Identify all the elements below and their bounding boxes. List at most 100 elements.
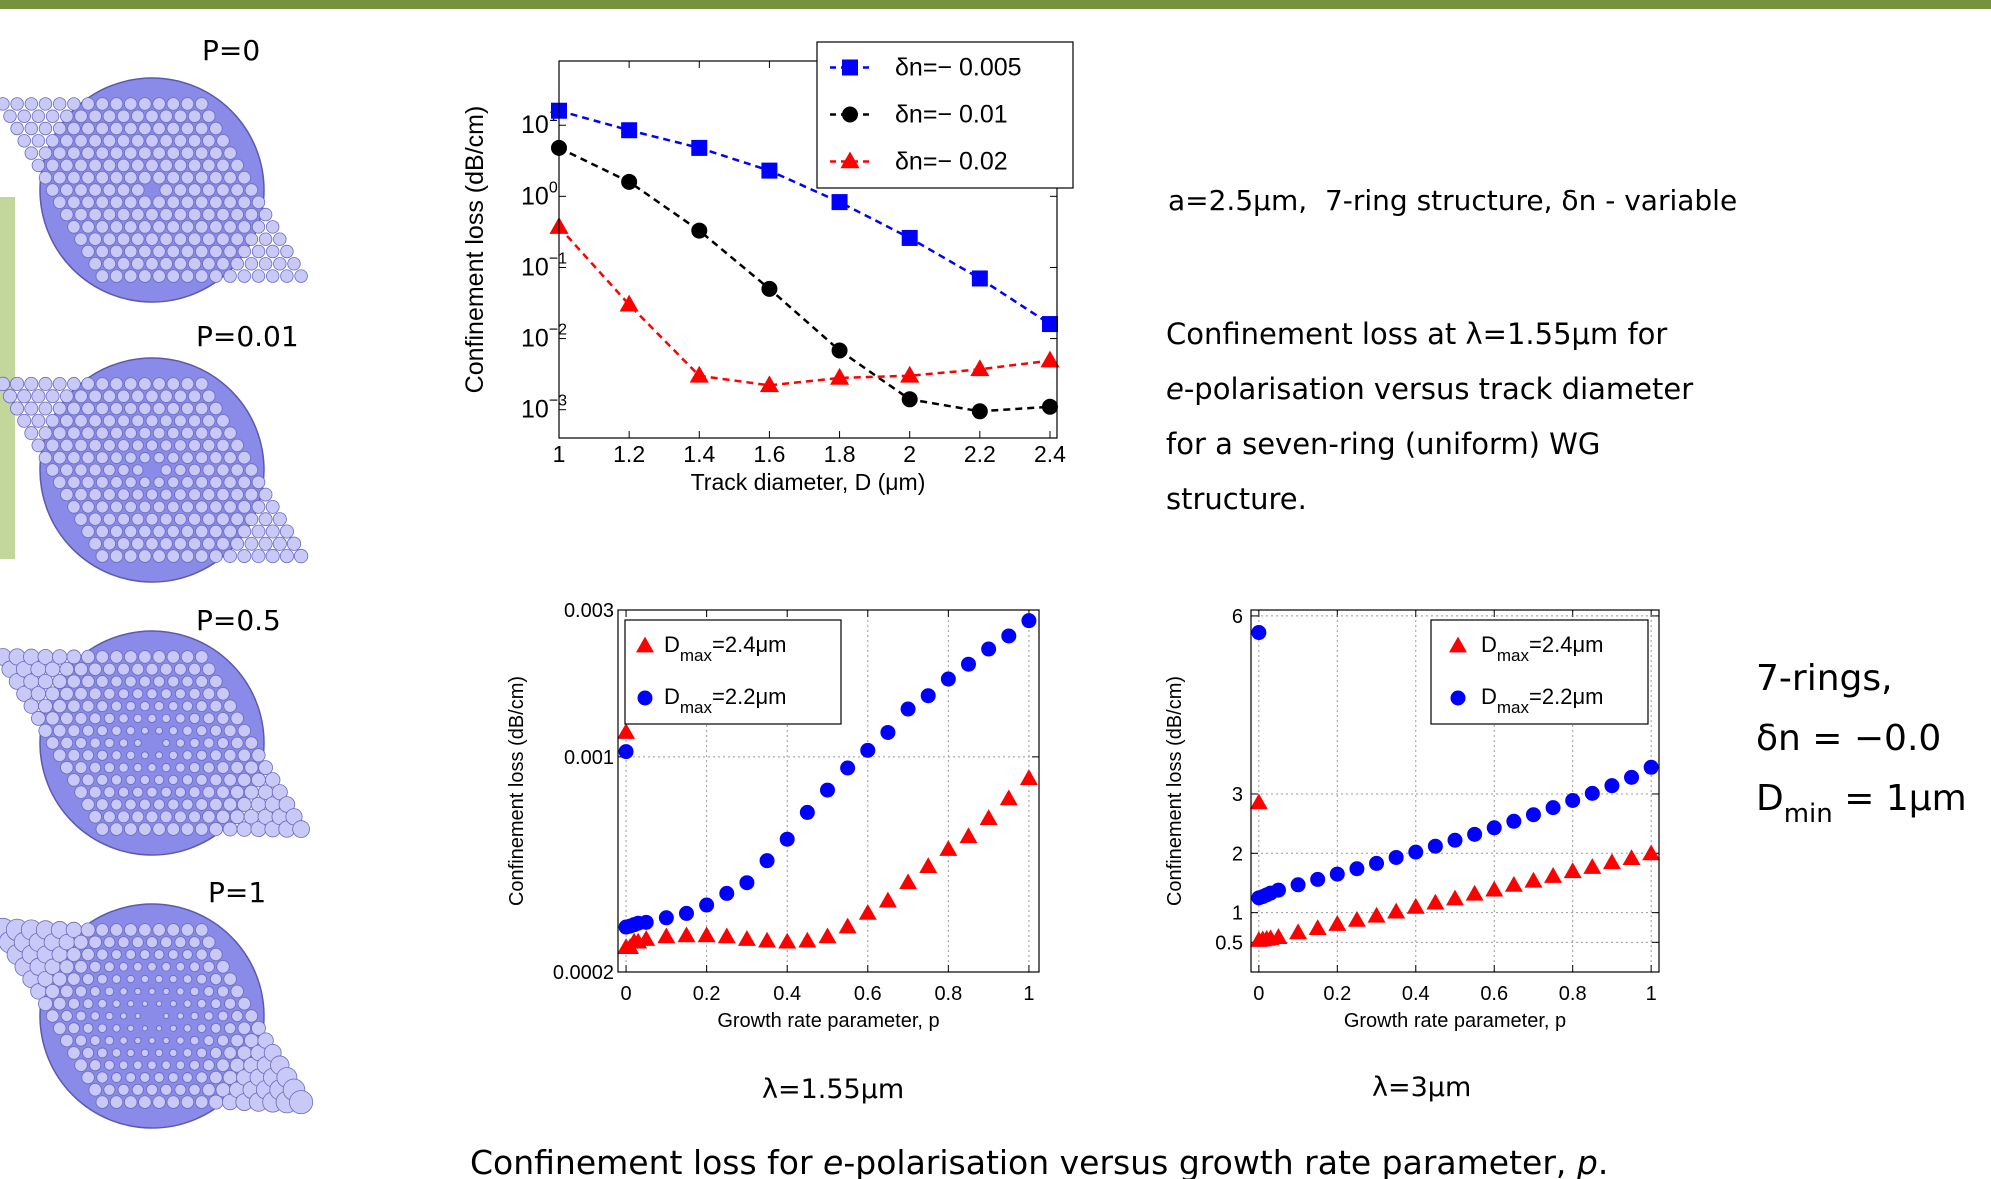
legend-marker — [842, 106, 858, 123]
data-point — [1642, 844, 1661, 861]
fiber-hole — [194, 1095, 209, 1109]
fiber-hole — [66, 649, 82, 665]
fiber-hole — [230, 463, 244, 477]
caption-part: e — [823, 1143, 843, 1179]
y-tick-label: 0.001 — [564, 747, 614, 769]
fiber-hole — [166, 269, 181, 283]
fiber-hole — [31, 711, 46, 726]
fiber-hole — [110, 798, 123, 811]
fiber-hole — [168, 774, 179, 785]
fiber-hole — [109, 269, 124, 283]
fiber-hole — [166, 549, 181, 563]
fiber-hole — [81, 451, 95, 465]
fiber-hole — [181, 500, 194, 514]
fiber-hole — [95, 220, 110, 234]
fiber-hole — [202, 389, 216, 403]
fiber-hole — [89, 986, 101, 997]
fiber-hole — [81, 1070, 95, 1085]
fiber-hole — [52, 426, 67, 440]
fiber-hole — [152, 146, 166, 160]
fiber-hole — [145, 512, 159, 526]
fiber-hole — [244, 512, 259, 527]
fiber-hole — [102, 414, 116, 428]
data-point — [677, 926, 696, 943]
fiber-hole — [103, 463, 116, 477]
fiber-hole — [202, 257, 216, 271]
fiber-hole — [152, 549, 166, 563]
fiber-hole — [161, 713, 171, 723]
fiber-hole — [174, 512, 187, 526]
fiber-hole — [117, 464, 130, 476]
data-point — [1622, 849, 1641, 866]
fiber-hole — [17, 413, 32, 428]
fiber-hole — [45, 109, 60, 123]
data-point — [1021, 613, 1037, 629]
fiber-hole — [231, 1009, 244, 1023]
fiber-hole — [147, 962, 157, 972]
fiber-hole — [102, 512, 116, 526]
fiber-hole — [216, 134, 230, 148]
fiber-hole — [52, 376, 67, 391]
fiber-hole — [188, 810, 201, 824]
fiber-hole — [152, 650, 166, 664]
fiber-hole — [161, 962, 171, 972]
fiber-hole — [292, 820, 310, 838]
fiber-hole — [209, 500, 223, 514]
fiber-hole — [10, 121, 24, 136]
data-point — [799, 804, 815, 820]
fiber-hole — [152, 923, 166, 937]
fiber-hole — [182, 750, 193, 761]
fiber-hole — [167, 798, 180, 811]
fiber-hole — [152, 121, 166, 136]
data-point — [739, 875, 755, 891]
fiber-hole — [237, 171, 252, 185]
fiber-hole — [109, 549, 124, 563]
fiber-hole — [154, 701, 165, 712]
fiber-hole — [111, 949, 122, 960]
fiber-hole — [88, 109, 102, 123]
y-tick-label: 10−1 — [521, 250, 567, 281]
fiber-hole — [74, 985, 88, 998]
data-point — [1584, 785, 1600, 801]
fiber-hole — [38, 121, 53, 136]
fiber-hole — [215, 809, 231, 824]
fiber-hole — [196, 725, 208, 737]
data-point — [900, 701, 916, 717]
tick-exponent: 0 — [549, 179, 558, 196]
fiber-hole — [168, 726, 178, 736]
fiber-hole — [223, 475, 237, 489]
fiber-hole — [95, 500, 109, 514]
fiber-hole — [81, 97, 95, 111]
fiber-hole — [95, 97, 110, 111]
fiber-hole — [89, 1059, 102, 1072]
fiber-hole — [167, 949, 179, 960]
fiber-hole — [104, 737, 115, 749]
fiber-hole — [244, 760, 259, 775]
fiber-hole — [31, 134, 46, 148]
fiber-hole — [202, 414, 216, 428]
data-point — [858, 904, 877, 920]
fiber-hole — [109, 244, 124, 259]
fiber-hole — [133, 713, 143, 723]
fiber-hole — [166, 1095, 181, 1109]
fiber-hole — [102, 134, 117, 148]
data-point — [1465, 884, 1484, 901]
fiber-hole — [174, 810, 187, 824]
fiber-hole — [133, 763, 143, 773]
fiber-hole — [102, 109, 117, 123]
fiber-hole — [138, 923, 152, 937]
fiber-hole — [153, 798, 166, 811]
fiber-hole — [173, 183, 188, 197]
fiber-hole — [197, 999, 207, 1009]
fiber-hole — [203, 1035, 215, 1046]
fiber-hole — [110, 524, 123, 538]
fiber-hole — [123, 822, 138, 836]
fiber-hole — [138, 402, 152, 416]
fiber-hole — [74, 785, 88, 799]
fiber-hole — [140, 975, 149, 984]
fiber-hole — [123, 1095, 138, 1109]
fiber-hole — [45, 183, 60, 197]
fiber-hole — [251, 549, 266, 564]
fiber-hole — [187, 109, 202, 123]
fiber-hole — [209, 549, 223, 563]
